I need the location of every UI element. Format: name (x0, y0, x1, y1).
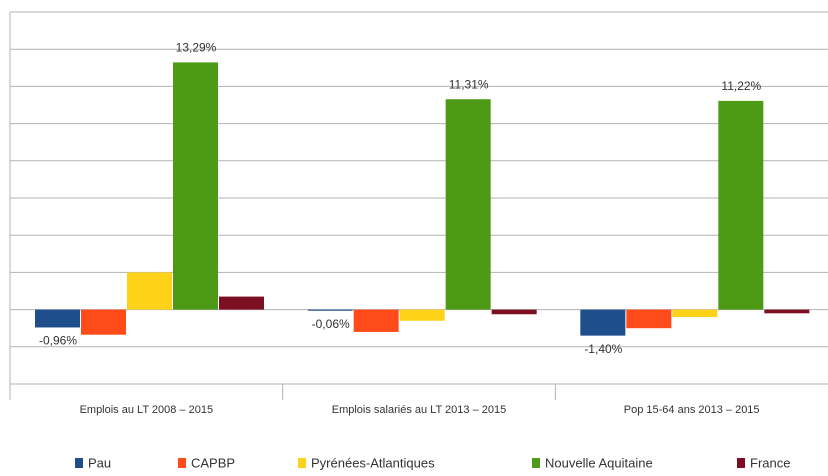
legend-label: Pau (88, 455, 111, 470)
bar (81, 309, 126, 335)
bar (491, 309, 537, 315)
bar (35, 309, 80, 328)
bar (173, 62, 218, 310)
bar (219, 296, 264, 310)
bar (307, 309, 353, 311)
legend-swatch (75, 458, 83, 468)
legend-label: CAPBP (191, 455, 235, 470)
bar (672, 309, 718, 318)
data-label: 13,29% (176, 41, 217, 55)
data-label: -0,06% (312, 317, 350, 331)
data-label: -1,40% (584, 342, 622, 356)
bar (580, 309, 626, 336)
legend-label: Pyrénées-Atlantiques (311, 455, 435, 470)
legend-swatch (298, 458, 306, 468)
legend-label: Nouvelle Aquitaine (545, 455, 653, 470)
bar (353, 309, 399, 332)
bar (445, 99, 491, 310)
legend-swatch (737, 458, 745, 468)
bar (127, 272, 172, 310)
x-tick-label: Emplois au LT 2008 – 2015 (80, 404, 214, 416)
legend-label: France (750, 455, 790, 470)
bar (626, 309, 672, 329)
x-tick-label: Emplois salariés au LT 2013 – 2015 (332, 404, 506, 416)
data-label: 11,31% (449, 77, 489, 91)
x-tick-label: Pop 15-64 ans 2013 – 2015 (624, 404, 760, 416)
bar (718, 100, 764, 310)
data-label: -0,96% (39, 334, 77, 348)
bar (399, 309, 445, 321)
legend-swatch (178, 458, 186, 468)
bar (764, 309, 810, 314)
legend-swatch (532, 458, 540, 468)
data-label: 11,22% (721, 79, 761, 93)
